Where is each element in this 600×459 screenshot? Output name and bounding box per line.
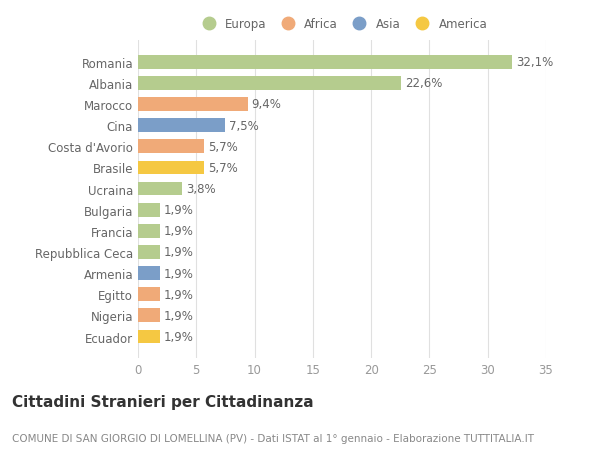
Text: 7,5%: 7,5% (229, 119, 259, 132)
Bar (138, 330, 160, 344)
Bar (138, 119, 226, 133)
Bar (138, 309, 160, 323)
Bar (138, 288, 160, 302)
Text: 1,9%: 1,9% (164, 225, 194, 238)
Bar (138, 267, 160, 280)
Bar (138, 77, 401, 90)
Text: 1,9%: 1,9% (164, 288, 194, 301)
Bar (138, 224, 160, 238)
Text: 3,8%: 3,8% (186, 183, 215, 196)
Text: 9,4%: 9,4% (251, 98, 281, 111)
Text: 5,7%: 5,7% (208, 140, 238, 153)
Text: 1,9%: 1,9% (164, 330, 194, 343)
Text: 1,9%: 1,9% (164, 309, 194, 322)
Text: 32,1%: 32,1% (515, 56, 553, 69)
Bar (138, 246, 160, 259)
Text: 1,9%: 1,9% (164, 267, 194, 280)
Bar (138, 56, 512, 69)
Bar (138, 161, 205, 175)
Text: 22,6%: 22,6% (405, 77, 442, 90)
Bar (138, 98, 248, 112)
Text: COMUNE DI SAN GIORGIO DI LOMELLINA (PV) - Dati ISTAT al 1° gennaio - Elaborazion: COMUNE DI SAN GIORGIO DI LOMELLINA (PV) … (12, 433, 534, 442)
Bar (138, 203, 160, 217)
Bar (138, 140, 205, 154)
Bar (138, 182, 182, 196)
Text: 1,9%: 1,9% (164, 204, 194, 217)
Text: Cittadini Stranieri per Cittadinanza: Cittadini Stranieri per Cittadinanza (12, 394, 314, 409)
Text: 5,7%: 5,7% (208, 162, 238, 174)
Text: 1,9%: 1,9% (164, 246, 194, 259)
Legend: Europa, Africa, Asia, America: Europa, Africa, Asia, America (194, 16, 490, 33)
